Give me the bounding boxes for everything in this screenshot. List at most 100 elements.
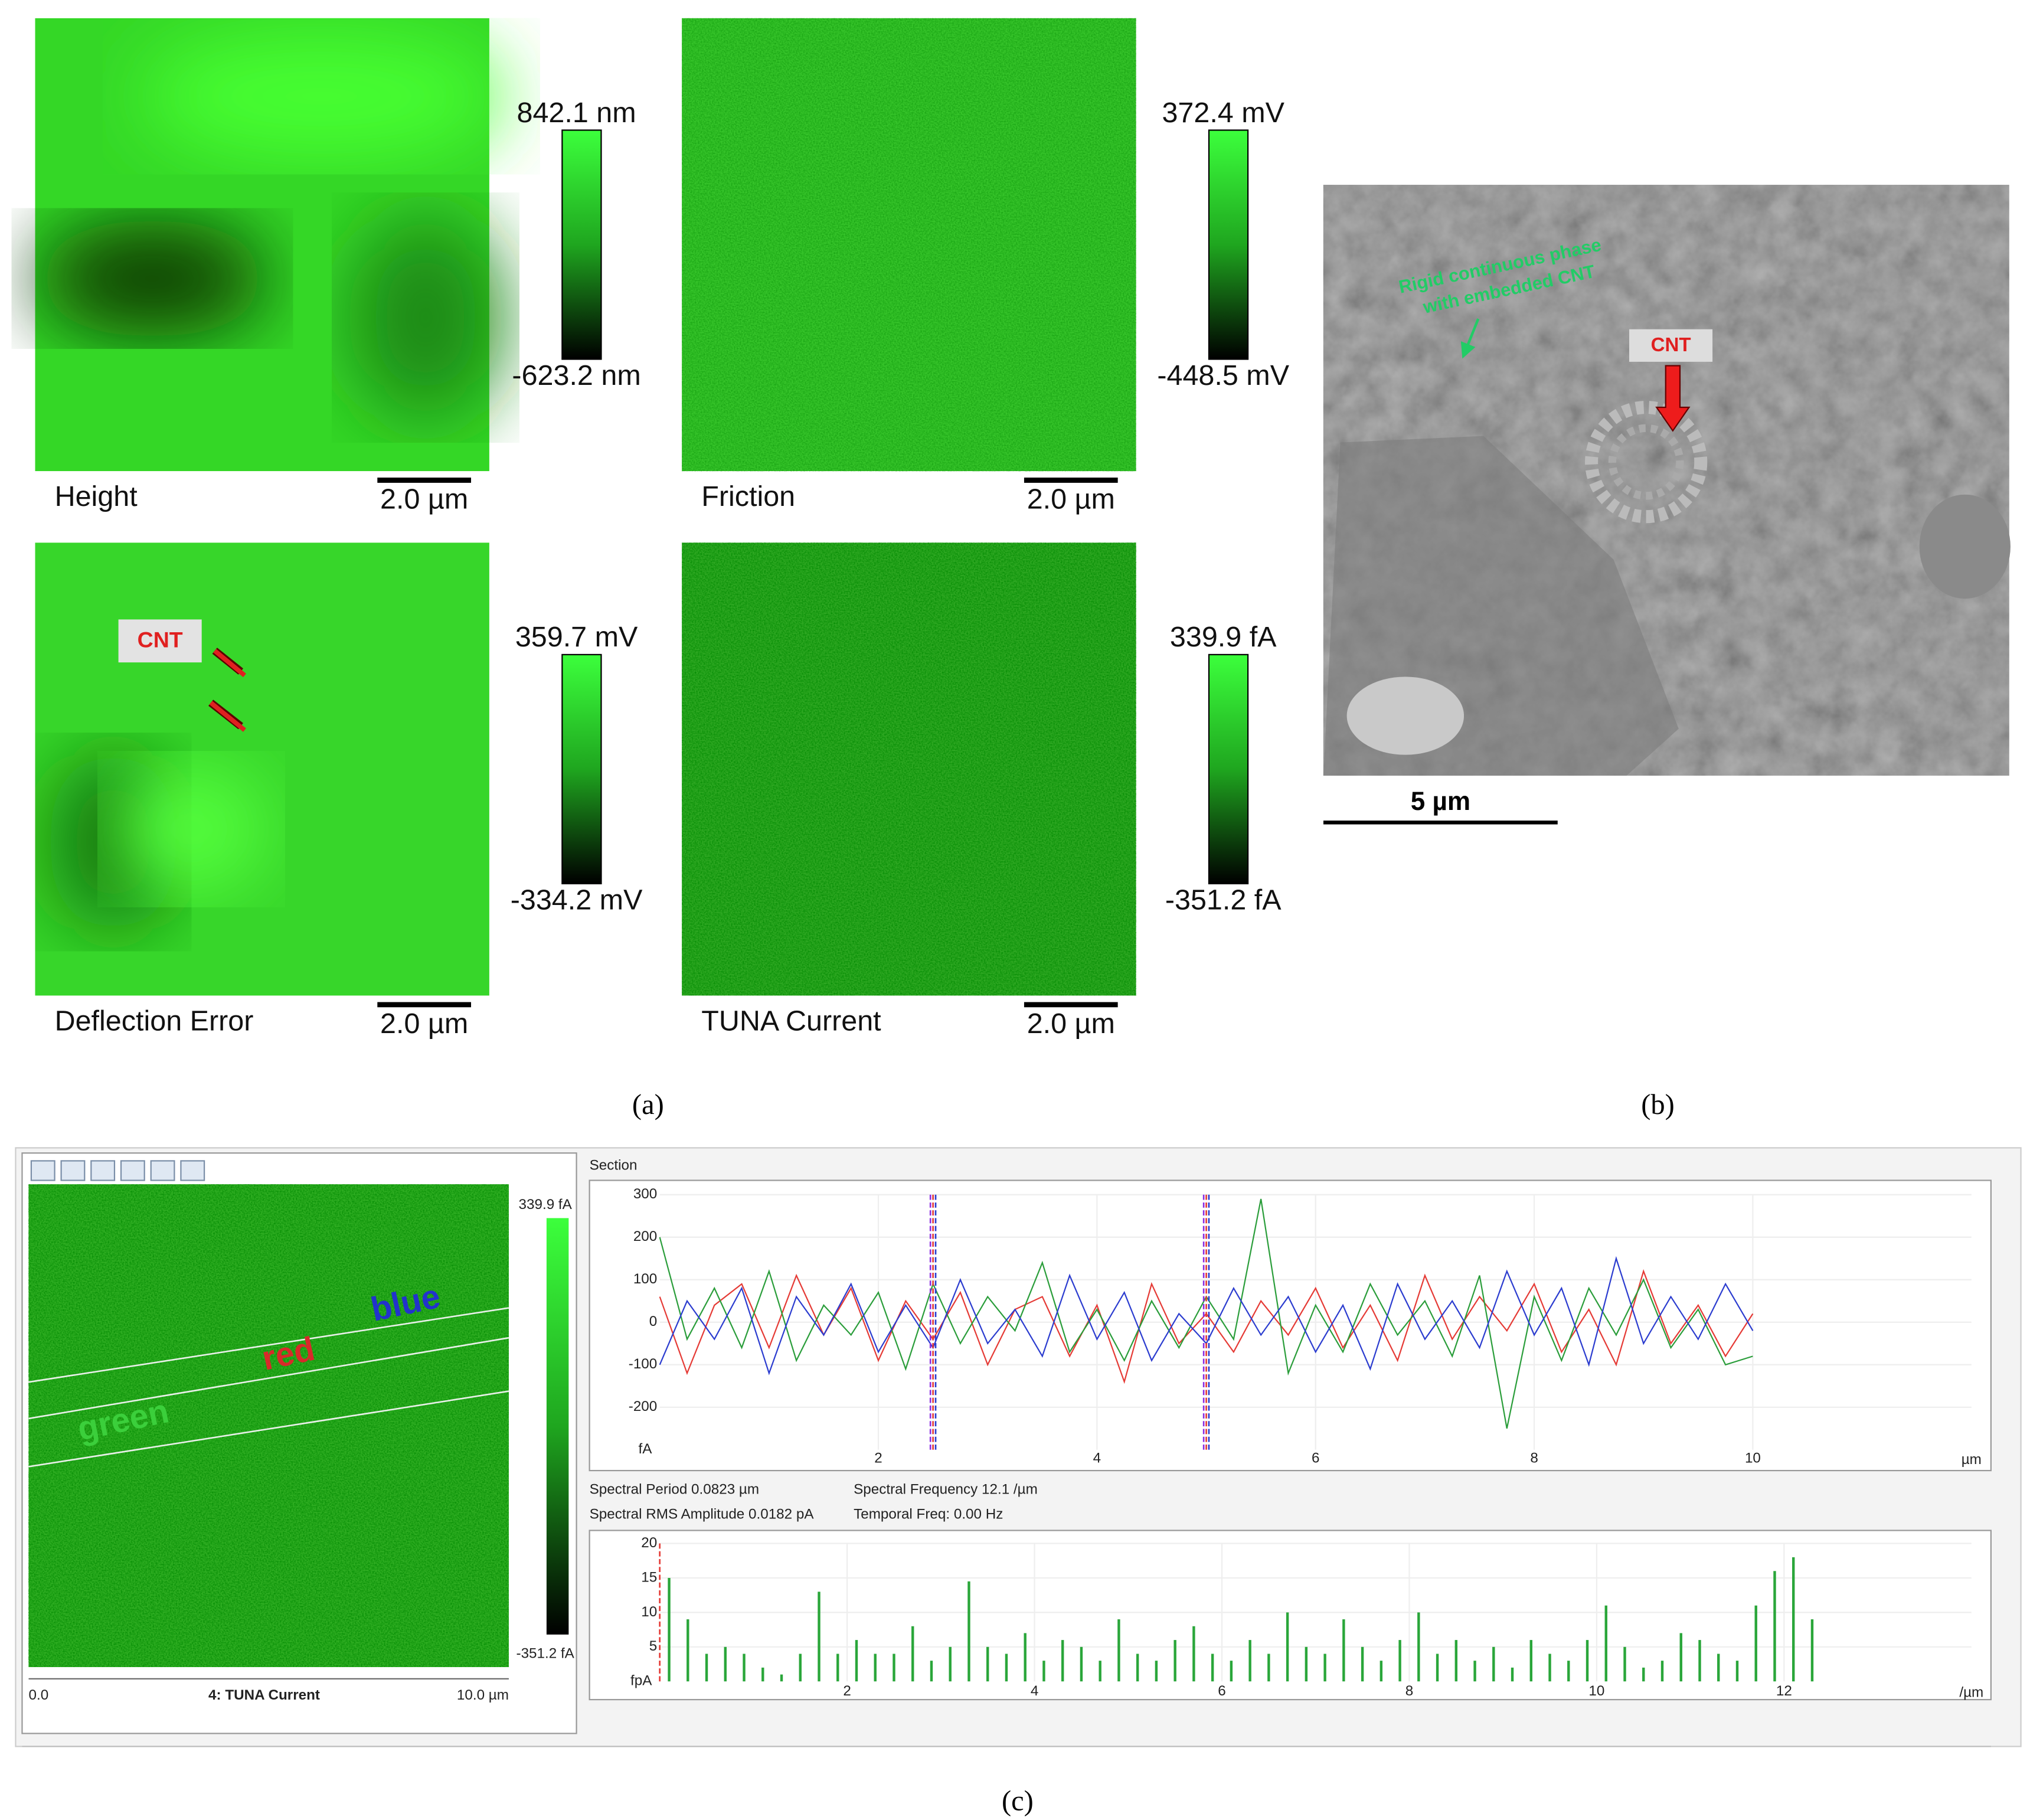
bar bbox=[1211, 1654, 1214, 1682]
afm-feature bbox=[139, 31, 504, 162]
bar bbox=[1024, 1633, 1027, 1682]
bar bbox=[1698, 1640, 1701, 1682]
scale-label: 2.0 µm bbox=[380, 1008, 468, 1040]
bar bbox=[668, 1577, 671, 1682]
colorbar bbox=[546, 1218, 569, 1635]
arrow bbox=[1460, 318, 1480, 359]
bar bbox=[1342, 1619, 1345, 1682]
tool-button[interactable] bbox=[180, 1160, 205, 1181]
x-tick-label: 4 bbox=[1031, 1683, 1038, 1699]
scale-label: 5 µm bbox=[1411, 787, 1470, 816]
bar bbox=[1567, 1661, 1570, 1682]
x-tick-label: 12 bbox=[1776, 1683, 1792, 1699]
bar bbox=[1380, 1661, 1383, 1682]
bar bbox=[1623, 1646, 1626, 1682]
chart-frame bbox=[589, 1179, 1992, 1472]
panel-label: (a) bbox=[632, 1089, 664, 1120]
bar bbox=[1436, 1654, 1439, 1682]
panel-a: 842.1 nm -623.2 nm Height 2.0 µm 372.4 mV -44… bbox=[35, 18, 1290, 1040]
bar bbox=[1305, 1646, 1308, 1682]
stat: Spectral RMS Amplitude 0.0182 pA bbox=[590, 1506, 815, 1522]
scale-label: 2.0 µm bbox=[380, 483, 468, 515]
bar bbox=[724, 1646, 727, 1682]
tool-button[interactable] bbox=[90, 1160, 116, 1181]
bar bbox=[1286, 1612, 1289, 1682]
colorbar-min: -334.2 mV bbox=[511, 884, 643, 916]
x-tick-label: 2 bbox=[874, 1450, 882, 1466]
y-unit: fpA bbox=[630, 1673, 652, 1689]
colorbar-max: 339.9 fA bbox=[519, 1197, 573, 1213]
annotation-box bbox=[1629, 329, 1713, 362]
x-tick-label: 2 bbox=[843, 1683, 851, 1699]
stat: Spectral Period 0.0823 µm bbox=[590, 1482, 759, 1498]
bar bbox=[1117, 1619, 1120, 1682]
panel-label: (b) bbox=[1641, 1089, 1675, 1120]
bar bbox=[1099, 1661, 1101, 1682]
x-tick-label: 4 bbox=[1093, 1450, 1101, 1466]
x-unit: /µm bbox=[1959, 1684, 1983, 1700]
panel-c: blue red green 339.9 fA -351.2 fA 0.0 4:… bbox=[15, 1147, 2022, 1747]
bar bbox=[1735, 1661, 1739, 1682]
annotation-box bbox=[118, 619, 202, 663]
section-title: Section bbox=[590, 1158, 638, 1174]
bar bbox=[705, 1654, 708, 1682]
bar bbox=[1398, 1640, 1401, 1682]
image-label: TUNA Current bbox=[701, 1005, 881, 1037]
section-lines bbox=[28, 1307, 509, 1468]
bar bbox=[1417, 1612, 1420, 1682]
bar bbox=[1173, 1640, 1176, 1682]
sem-particle bbox=[1346, 677, 1465, 755]
bar bbox=[949, 1646, 952, 1682]
sem-particle bbox=[1919, 494, 2011, 599]
bar bbox=[799, 1654, 802, 1682]
y-tick-label: 100 bbox=[633, 1271, 657, 1287]
afm-texture bbox=[682, 543, 1136, 996]
bar bbox=[1773, 1571, 1776, 1682]
y-tick-label: 5 bbox=[649, 1638, 657, 1654]
image-label: Friction bbox=[701, 481, 795, 512]
afm-feature bbox=[35, 220, 270, 337]
colorbar bbox=[1208, 129, 1249, 360]
colorbar bbox=[561, 129, 602, 360]
bar bbox=[874, 1654, 877, 1682]
bar bbox=[1080, 1646, 1083, 1682]
bar bbox=[855, 1640, 858, 1682]
bar bbox=[1230, 1661, 1233, 1682]
x-tick-label: 8 bbox=[1405, 1683, 1413, 1699]
cnt-ring bbox=[1585, 400, 1708, 524]
afm-texture bbox=[682, 18, 1136, 472]
bar bbox=[1061, 1640, 1064, 1682]
colorbar bbox=[1208, 653, 1249, 884]
bar bbox=[1679, 1633, 1682, 1682]
tool-button[interactable] bbox=[150, 1160, 175, 1181]
bar bbox=[986, 1646, 989, 1682]
tool-button[interactable] bbox=[60, 1160, 86, 1181]
bar bbox=[1642, 1667, 1645, 1682]
colorbar-min: -448.5 mV bbox=[1157, 360, 1289, 391]
y-tick-label: -200 bbox=[629, 1399, 658, 1414]
annotation: CNT bbox=[138, 628, 183, 652]
image-label: Height bbox=[55, 481, 138, 512]
bar bbox=[1586, 1640, 1589, 1682]
bar bbox=[1529, 1640, 1533, 1682]
bar bbox=[1248, 1640, 1251, 1682]
cnt-ring bbox=[1608, 424, 1684, 500]
tool-button[interactable] bbox=[30, 1160, 55, 1181]
x-unit: µm bbox=[1962, 1452, 1982, 1468]
colorbar-max: 359.7 mV bbox=[515, 621, 638, 653]
arrow bbox=[1655, 365, 1691, 432]
x-tick-label: 8 bbox=[1530, 1450, 1538, 1466]
bar bbox=[930, 1661, 933, 1682]
panel-label: (c) bbox=[1002, 1786, 1034, 1817]
bar bbox=[818, 1592, 821, 1682]
stat: Spectral Frequency 12.1 /µm bbox=[854, 1482, 1038, 1498]
toolbar bbox=[30, 1160, 205, 1181]
bar bbox=[1660, 1661, 1664, 1682]
colorbar-max: 842.1 nm bbox=[517, 97, 636, 129]
bar bbox=[1136, 1654, 1139, 1682]
y-tick-label: 300 bbox=[633, 1186, 657, 1202]
y-tick-label: 200 bbox=[633, 1228, 657, 1244]
tuna-texture bbox=[28, 1184, 509, 1667]
tool-button[interactable] bbox=[120, 1160, 145, 1181]
